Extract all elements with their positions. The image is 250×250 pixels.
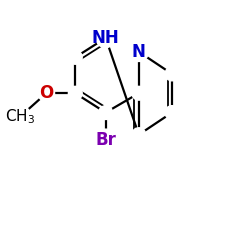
Circle shape [9,106,31,128]
Circle shape [68,50,82,64]
Text: N: N [132,43,146,61]
Circle shape [129,42,148,62]
Circle shape [68,86,82,100]
Text: Br: Br [95,131,116,149]
Circle shape [94,129,117,151]
Text: CH$_3$: CH$_3$ [5,107,35,126]
Text: O: O [39,84,54,102]
Circle shape [96,28,115,48]
Circle shape [132,86,146,100]
Circle shape [165,106,179,120]
Text: NH: NH [92,29,120,47]
Circle shape [38,85,54,102]
Circle shape [132,128,146,141]
Circle shape [165,67,179,81]
Circle shape [99,106,112,120]
